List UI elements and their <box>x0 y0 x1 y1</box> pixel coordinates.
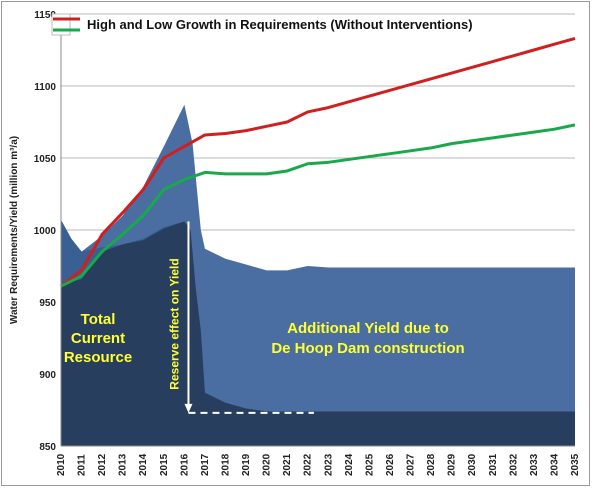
total-current-resource-label: Total <box>81 311 116 328</box>
high-growth-line <box>60 37 576 288</box>
legend-label: High and Low Growth in Requirements (Wit… <box>87 17 473 32</box>
x-tick-label: 2012 <box>97 453 108 476</box>
requirement-lines <box>60 37 576 288</box>
low-growth-line <box>60 123 576 288</box>
x-tick-label: 2011 <box>77 454 88 476</box>
x-tick-label: 2031 <box>488 453 499 476</box>
x-tick-label: 2010 <box>56 453 67 476</box>
y-tick-label: 850 <box>39 442 56 453</box>
total-current-resource-label: Resource <box>64 349 132 366</box>
x-tick-label: 2035 <box>570 453 581 476</box>
x-tick-label: 2023 <box>323 453 334 476</box>
y-tick-label: 1150 <box>34 10 56 21</box>
x-tick-label: 2033 <box>529 453 540 476</box>
x-tick-label: 2021 <box>282 453 293 476</box>
legend-box <box>51 13 71 36</box>
total-current-resource-label: Current <box>71 330 125 347</box>
y-tick-label: 950 <box>39 298 56 309</box>
x-tick-label: 2015 <box>159 453 170 476</box>
legend: High and Low Growth in Requirements (Wit… <box>51 13 473 36</box>
x-tick-label: 2022 <box>303 453 314 476</box>
additional-yield-label: De Hoop Dam construction <box>271 340 464 357</box>
y-tick-label: 1050 <box>34 154 57 165</box>
x-tick-label: 2020 <box>262 453 273 476</box>
x-tick-label: 2030 <box>467 453 478 476</box>
x-tick-label: 2028 <box>426 453 437 476</box>
x-tick-label: 2014 <box>138 453 149 476</box>
x-tick-label: 2034 <box>549 453 560 476</box>
x-tick-label: 2029 <box>447 453 458 476</box>
x-tick-label: 2032 <box>508 453 519 476</box>
x-tick-label: 2016 <box>179 453 190 476</box>
x-tick-label: 2018 <box>220 453 231 476</box>
additional-yield-label: Additional Yield due to <box>287 320 449 337</box>
x-tick-label: 2024 <box>344 453 355 476</box>
reserve-arrow-head <box>184 403 193 413</box>
x-tick-label: 2027 <box>406 453 417 476</box>
area-total-current-resource <box>61 221 575 446</box>
yield-areas <box>61 104 575 446</box>
x-tick-label: 2019 <box>241 453 252 476</box>
x-tick-label: 2025 <box>364 453 375 476</box>
axes: 850 900 950 1000 1050 1100 1150 2010 2011 2012 201… <box>9 10 581 476</box>
reserve-effect-label: Reserve effect on Yield <box>167 258 181 389</box>
y-tick-label: 1000 <box>34 226 57 237</box>
x-tick-label: 2026 <box>385 453 396 476</box>
y-tick-label: 1100 <box>34 82 56 93</box>
x-tick-label: 2013 <box>118 453 129 476</box>
x-tick-label: 2017 <box>200 453 211 476</box>
y-axis-label: Water Requirements/Yield (million m³/a) <box>9 136 20 324</box>
y-tick-label: 900 <box>39 370 56 381</box>
annotations: Total Current Resource Reserve effect on Yi… <box>64 221 465 414</box>
